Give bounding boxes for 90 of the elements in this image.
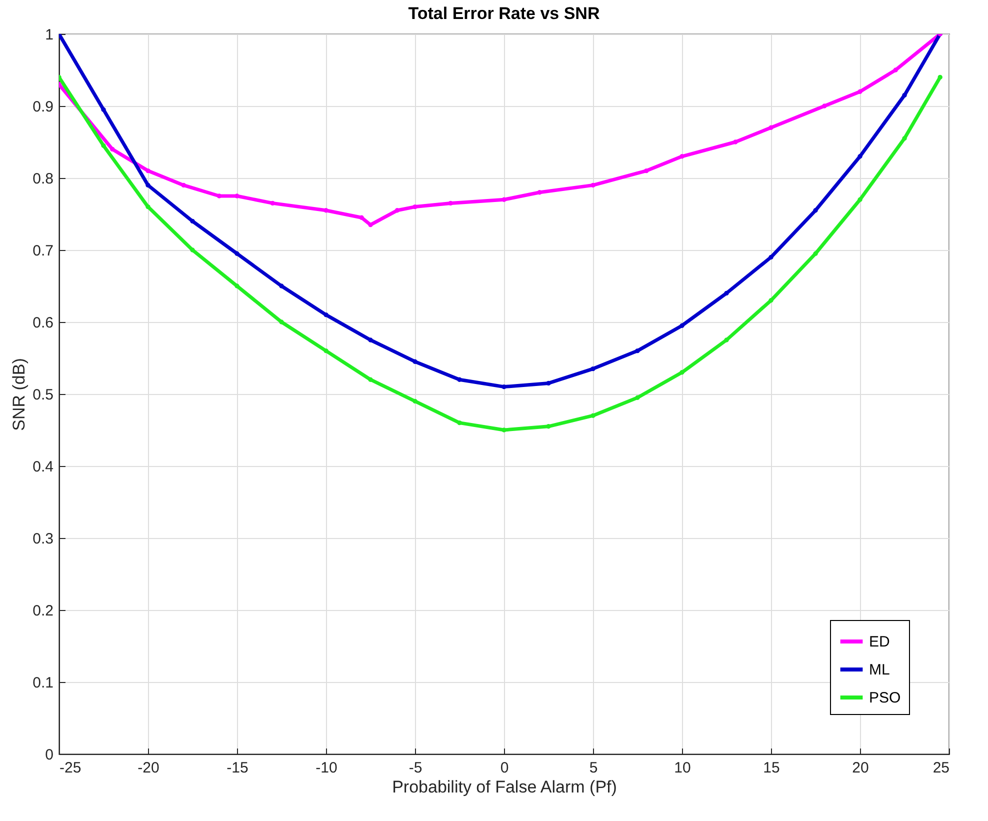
point xyxy=(412,359,418,364)
x-tick-label: 5 xyxy=(589,760,598,776)
point xyxy=(902,92,907,98)
point xyxy=(324,348,328,354)
point xyxy=(635,348,640,354)
point xyxy=(412,398,418,404)
y-tick-label: 0.4 xyxy=(32,458,54,476)
point xyxy=(190,248,195,252)
point xyxy=(724,338,729,342)
point xyxy=(457,377,462,382)
point xyxy=(234,194,240,198)
point xyxy=(768,298,774,303)
point xyxy=(146,168,150,174)
y-tick-label: 0.9 xyxy=(32,98,54,116)
point xyxy=(181,182,186,188)
y-tick-label: 0.8 xyxy=(32,170,54,188)
point xyxy=(768,125,774,130)
chart-title: Total Error Rate vs SNR xyxy=(408,4,600,23)
point xyxy=(279,320,284,324)
x-tick-label: 10 xyxy=(674,760,691,776)
point xyxy=(190,218,195,224)
x-tick-label: 25 xyxy=(932,760,950,776)
point xyxy=(146,204,150,210)
point xyxy=(502,197,506,202)
point xyxy=(858,197,862,202)
y-tick-label: 0.7 xyxy=(32,242,54,260)
point xyxy=(394,208,400,213)
point xyxy=(733,140,738,144)
point xyxy=(644,168,649,174)
point xyxy=(368,222,373,228)
point xyxy=(893,68,898,72)
point xyxy=(858,154,862,159)
y-axis-title: SNR (dB) xyxy=(10,358,29,431)
x-tick-label: -25 xyxy=(60,760,82,776)
x-tick-label: 15 xyxy=(763,760,780,776)
point xyxy=(101,143,106,148)
point xyxy=(590,182,596,188)
y-tick-label: 0 xyxy=(45,746,54,764)
point xyxy=(368,338,373,342)
point xyxy=(234,284,240,288)
point xyxy=(813,251,818,256)
point xyxy=(234,251,240,256)
y-tick-label: 0.2 xyxy=(32,602,54,620)
point xyxy=(680,154,684,159)
point xyxy=(938,74,942,80)
y-tick-label: 0.5 xyxy=(32,386,54,404)
point xyxy=(822,104,827,108)
point xyxy=(537,190,542,195)
point xyxy=(324,208,328,213)
point xyxy=(546,424,551,429)
x-tick-label: -20 xyxy=(138,760,160,776)
legend-label: PSO xyxy=(869,690,901,706)
point xyxy=(324,312,328,318)
x-tick-label: -15 xyxy=(226,760,248,776)
x-tick-label: -5 xyxy=(408,760,422,776)
point xyxy=(768,254,774,260)
x-tick-label: 0 xyxy=(500,760,509,776)
point xyxy=(590,413,596,418)
point xyxy=(448,200,453,206)
point xyxy=(502,428,506,432)
y-tick-label: 0.6 xyxy=(32,314,54,332)
y-tick-label: 0.3 xyxy=(32,530,54,548)
y-tick-label: 1 xyxy=(45,26,54,44)
x-axis-title: Probability of False Alarm (Pf) xyxy=(392,778,617,796)
line-series xyxy=(59,74,942,432)
point xyxy=(101,107,106,112)
point xyxy=(724,290,729,296)
point xyxy=(502,384,506,390)
legend-label: ED xyxy=(869,634,890,650)
point xyxy=(680,370,684,375)
point xyxy=(590,366,596,372)
point xyxy=(635,395,640,400)
point xyxy=(279,284,284,288)
point xyxy=(546,380,551,386)
point xyxy=(813,208,818,213)
legend-label: ML xyxy=(869,662,890,678)
point xyxy=(680,323,684,328)
point xyxy=(902,136,907,141)
point xyxy=(412,204,418,210)
point xyxy=(457,420,462,426)
point xyxy=(858,89,862,94)
x-tick-label: 20 xyxy=(852,760,869,776)
y-tick-label: 0.1 xyxy=(32,674,54,692)
point xyxy=(368,377,373,382)
point xyxy=(146,182,150,188)
line-series xyxy=(59,34,942,390)
point xyxy=(110,146,115,152)
point xyxy=(359,215,364,220)
x-tick-label: -10 xyxy=(316,760,338,776)
point xyxy=(270,200,275,206)
